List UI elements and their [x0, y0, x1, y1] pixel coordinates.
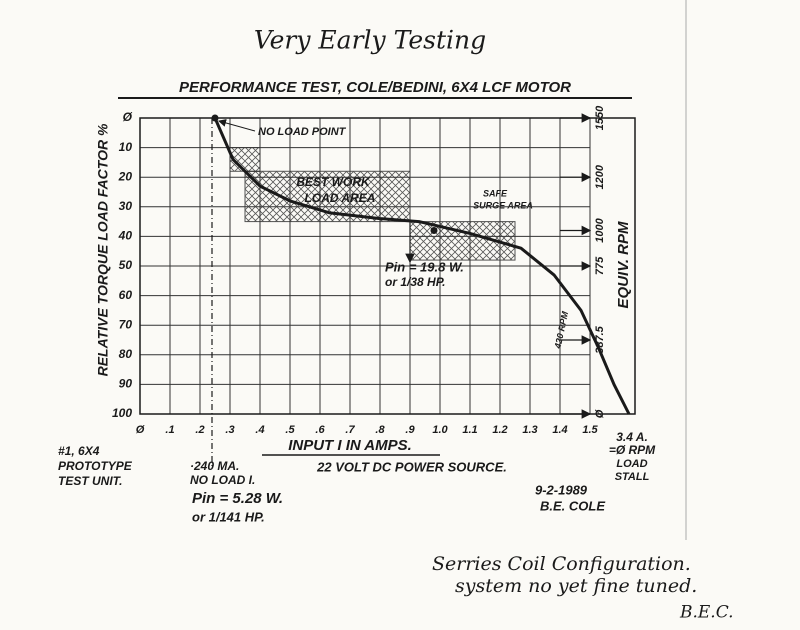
region-label: SAFE [483, 188, 508, 198]
x-tick-label: .8 [375, 424, 385, 436]
x-tick-label: Ø [136, 424, 145, 436]
y2-axis-label: EQUIV. RPM [615, 221, 632, 308]
x-tick-label: 1.4 [552, 424, 567, 436]
note: Pin = 5.28 W. [192, 490, 283, 507]
y-tick-label: 20 [118, 169, 133, 183]
point [430, 226, 438, 234]
x-tick-label: 1.1 [462, 424, 477, 436]
pointer [218, 119, 256, 132]
x-tick-label: .9 [405, 424, 415, 436]
header: Very Early Testing [254, 26, 486, 55]
y-tick-label: 100 [112, 406, 132, 420]
x-tick-label: .4 [255, 424, 264, 436]
y-tick-label: 90 [119, 377, 133, 391]
x-tick-label: .2 [195, 424, 204, 436]
y-tick-label: 80 [119, 347, 133, 361]
note: or 1/38 HP. [385, 275, 445, 289]
y-axis-label: RELATIVE TORQUE LOAD FACTOR % [95, 123, 111, 376]
note: TEST UNIT. [58, 474, 122, 488]
note: =Ø RPM [609, 443, 656, 457]
note: system no yet fine tuned. [455, 575, 697, 597]
rpm-note: 420 RPM [552, 310, 570, 350]
note: #1, 6X4 [58, 444, 100, 458]
y-tick-label: 30 [119, 199, 133, 213]
note: Pin = 19.8 W. [385, 259, 464, 274]
rpm-tick-label: Ø [594, 409, 606, 418]
x-tick-label: 1.3 [522, 424, 537, 436]
rpm-tick-label: 1550 [594, 105, 606, 130]
note: NO LOAD I. [190, 473, 255, 487]
subtitle: 22 VOLT DC POWER SOURCE. [316, 459, 507, 474]
y-tick-label: 10 [119, 140, 133, 154]
region-label: BEST WORK [296, 175, 371, 189]
x-tick-label: .5 [285, 424, 295, 436]
note: B.E.C. [679, 603, 734, 623]
rpm-tick-label: 1200 [594, 164, 606, 189]
x-axis-label: INPUT I IN AMPS. [288, 437, 412, 454]
x-tick-label: 1.5 [582, 424, 598, 436]
region-label: LOAD AREA [305, 191, 376, 205]
point-label: NO LOAD POINT [258, 126, 347, 138]
rpm-tick-label: 1000 [594, 217, 606, 242]
note: 9-2-1989 [535, 482, 588, 497]
y-tick-label: 40 [118, 229, 133, 243]
x-tick-label: .6 [315, 424, 325, 436]
x-tick-label: 1.2 [492, 424, 507, 436]
note: 3.4 A. [616, 430, 648, 444]
note: or 1/141 HP. [192, 509, 265, 524]
x-tick-label: .3 [225, 424, 234, 436]
y-tick-label: 50 [119, 258, 133, 272]
note: Serries Coil Configuration. [432, 553, 691, 575]
chart-title: PERFORMANCE TEST, COLE/BEDINI, 6X4 LCF M… [179, 79, 571, 96]
note: LOAD [616, 458, 647, 470]
y-tick-label: 60 [119, 288, 133, 302]
line [213, 117, 631, 415]
region-label: SURGE AREA [473, 200, 533, 210]
note: B.E. COLE [540, 498, 605, 513]
note: ·240 MA. [190, 459, 239, 473]
y-tick-label: Ø [123, 110, 133, 124]
y-tick-label: 70 [119, 317, 133, 331]
rpm-tick-label: 775 [594, 256, 606, 275]
x-tick-label: .7 [345, 424, 355, 436]
point [211, 114, 219, 122]
plot-frame [139, 117, 636, 415]
x-tick-label: 1.0 [432, 424, 448, 436]
note: STALL [615, 471, 650, 483]
note: PROTOTYPE [58, 459, 133, 473]
x-tick-label: .1 [165, 424, 174, 436]
